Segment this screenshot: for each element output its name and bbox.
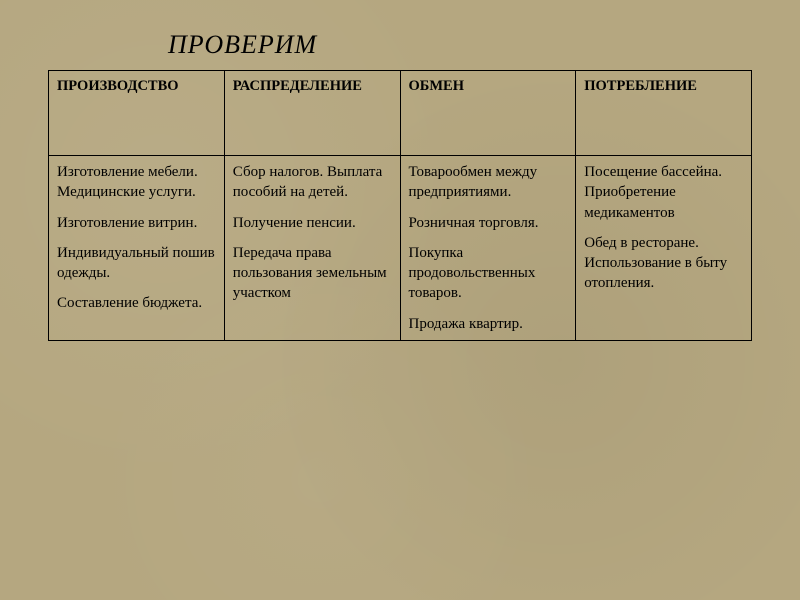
cell-text: Передача права пользования земельным уча… xyxy=(233,243,392,304)
cell-production: Изготовление мебели. Медицинские услуги.… xyxy=(49,156,225,341)
table-header-row: ПРОИЗВОДСТВО РАСПРЕДЕЛЕНИЕ ОБМЕН ПОТРЕБЛ… xyxy=(49,71,752,156)
cell-consumption: Посещение бассейна. Приобретение медикам… xyxy=(576,156,752,341)
col-header-consumption: ПОТРЕБЛЕНИЕ xyxy=(576,71,752,156)
cell-text: Товарообмен между предприятиями. xyxy=(409,162,568,203)
cell-distribution: Сбор налогов. Выплата пособий на детей. … xyxy=(224,156,400,341)
cell-text: Продажа квартир. xyxy=(409,314,568,334)
cell-text: Сбор налогов. Выплата пособий на детей. xyxy=(233,162,392,203)
cell-text: Изготовление мебели. Медицинские услуги. xyxy=(57,162,216,203)
cell-text: Розничная торговля. xyxy=(409,213,568,233)
cell-text: Получение пенсии. xyxy=(233,213,392,233)
cell-text: Покупка продовольственных товаров. xyxy=(409,243,568,304)
slide: ПРОВЕРИМ ПРОИЗВОДСТВО РАСПРЕДЕЛЕНИЕ ОБМЕ… xyxy=(0,0,800,600)
comparison-table: ПРОИЗВОДСТВО РАСПРЕДЕЛЕНИЕ ОБМЕН ПОТРЕБЛ… xyxy=(48,70,752,341)
slide-title: ПРОВЕРИМ xyxy=(168,30,752,60)
cell-text: Индивидуальный пошив одежды. xyxy=(57,243,216,284)
cell-text: Составление бюджета. xyxy=(57,293,216,313)
cell-text: Обед в ресторане. Использование в быту о… xyxy=(584,233,743,294)
cell-text: Изготовление витрин. xyxy=(57,213,216,233)
col-header-distribution: РАСПРЕДЕЛЕНИЕ xyxy=(224,71,400,156)
col-header-exchange: ОБМЕН xyxy=(400,71,576,156)
col-header-production: ПРОИЗВОДСТВО xyxy=(49,71,225,156)
table-row: Изготовление мебели. Медицинские услуги.… xyxy=(49,156,752,341)
cell-text: Посещение бассейна. Приобретение медикам… xyxy=(584,162,743,223)
cell-exchange: Товарообмен между предприятиями. Розничн… xyxy=(400,156,576,341)
